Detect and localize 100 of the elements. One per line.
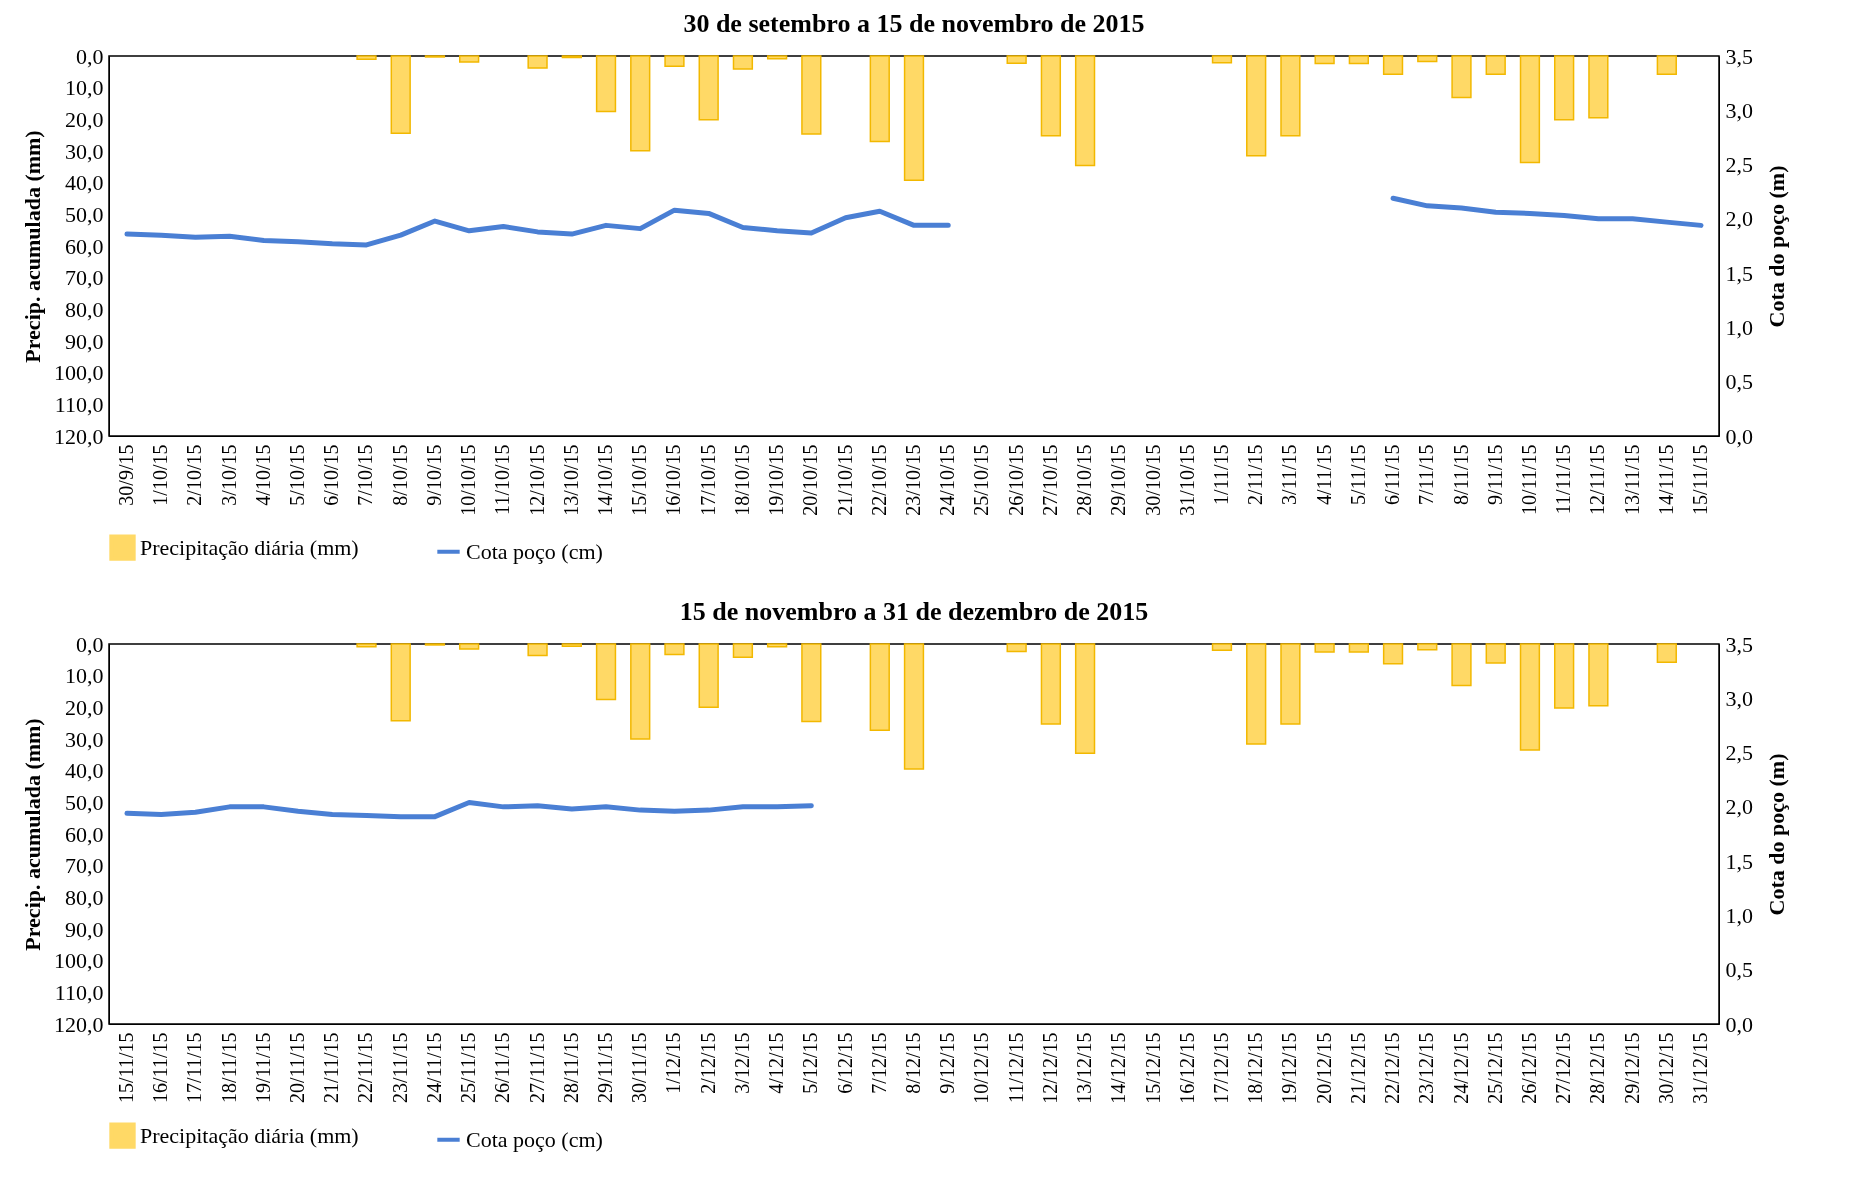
x-tick-label: 30/11/15 [628,1032,651,1103]
bar [664,55,685,67]
chart-title: 30 de setembro a 15 de novembro de 2015 [683,9,1145,38]
x-tick-label: 3/10/15 [217,444,240,506]
x-tick-label: 4/12/15 [765,1032,788,1094]
y-tick-label: 80,0 [65,296,104,322]
y-tick-label: 30,0 [65,138,104,164]
x-tick-label: 20/12/15 [1312,1032,1335,1104]
x-tick-label: 27/12/15 [1552,1032,1575,1104]
y-tick-label: 0,0 [76,43,104,69]
bar [1280,643,1301,725]
y2-tick-label: 0,5 [1725,957,1753,983]
bar [1554,55,1575,121]
y-tick-label: 90,0 [65,328,104,354]
bar [630,643,651,740]
bar [1656,643,1677,664]
bar [356,643,377,648]
y-tick-label: 120,0 [54,1011,104,1037]
x-tick-label: 10/10/15 [457,444,480,516]
x-tick-label: 13/10/15 [559,444,582,516]
bar [869,643,890,731]
x-tick-label: 31/12/15 [1689,1032,1712,1104]
x-tick-label: 24/12/15 [1449,1032,1472,1104]
x-tick-label: 22/10/15 [867,444,890,516]
x-tick-label: 7/10/15 [354,444,377,506]
bar [561,643,582,647]
y-tick-label: 30,0 [65,726,104,752]
y2-tick-label: 3,5 [1725,43,1753,69]
x-tick-label: 7/12/15 [867,1032,890,1094]
x-tick-label: 9/10/15 [422,444,445,506]
bar [801,55,822,135]
bar [1006,55,1027,65]
bar [1348,55,1370,65]
y-tick-label: 60,0 [65,821,104,847]
x-tick-label: 10/11/15 [1517,444,1540,515]
bar [1040,643,1062,725]
x-tick-label: 30/9/15 [114,444,137,506]
x-tick-label: 21/12/15 [1346,1032,1369,1104]
bar [1211,55,1233,64]
y-tick-label: 40,0 [65,758,104,784]
bar [1382,643,1404,665]
x-tick-label: 5/12/15 [799,1032,822,1094]
bar [1382,55,1404,76]
bar [1074,55,1096,167]
bar [1554,643,1575,709]
x-tick-label: 29/10/15 [1107,444,1130,516]
bar [630,55,651,152]
x-tick-label: 20/10/15 [799,444,822,516]
x-tick-label: 16/11/15 [149,1032,172,1103]
x-tick-label: 4/10/15 [251,444,274,506]
x-tick-label: 27/10/15 [1038,444,1061,516]
legend-label: Precipitação diária (mm) [140,534,359,560]
x-tick-label: 17/12/15 [1209,1032,1232,1104]
bar [732,55,754,70]
x-tick-label: 2/11/15 [1244,444,1267,505]
x-tick-label: 25/12/15 [1483,1032,1506,1104]
bar [698,643,719,709]
chart-title: 15 de novembro a 31 de dezembro de 2015 [679,597,1149,626]
x-tick-label: 3/12/15 [730,1032,753,1094]
y-tick-label: 10,0 [65,663,104,689]
y-tick-label: 50,0 [65,201,104,227]
x-tick-label: 19/10/15 [765,444,788,516]
x-tick-label: 14/10/15 [594,444,617,516]
x-tick-label: 24/11/15 [422,1032,445,1103]
x-tick-label: 30/12/15 [1654,1032,1677,1104]
x-tick-label: 26/10/15 [1004,444,1027,516]
x-tick-label: 8/12/15 [902,1032,924,1094]
x-tick-label: 24/10/15 [936,444,959,516]
y-tick-label: 10,0 [65,75,104,101]
y2-tick-label: 0,0 [1725,423,1753,449]
bar [1211,643,1233,652]
bar [1006,643,1027,653]
bar [1074,643,1096,754]
x-tick-label: 29/12/15 [1620,1032,1643,1104]
x-tick-label: 19/11/15 [251,1032,274,1103]
x-tick-label: 30/10/15 [1141,444,1164,516]
x-tick-label: 17/10/15 [696,444,719,516]
y-tick-label: 0,0 [76,631,104,657]
y2-tick-label: 3,0 [1725,97,1753,123]
x-tick-label: 21/11/15 [320,1032,343,1103]
bar [1451,643,1472,687]
bar [527,643,548,657]
x-tick-label: 8/11/15 [1449,444,1472,505]
y2-tick-label: 1,0 [1725,902,1753,928]
x-tick-label: 13/12/15 [1073,1032,1096,1104]
x-tick-label: 1/12/15 [662,1032,685,1094]
bar [903,643,925,770]
x-tick-label: 25/10/15 [970,444,993,516]
x-tick-label: 20/11/15 [286,1032,309,1103]
bar [1485,55,1506,76]
x-tick-label: 1/10/15 [149,444,172,506]
y-tick-label: 40,0 [65,170,104,196]
bar [595,643,617,701]
x-tick-label: 19/12/15 [1278,1032,1301,1104]
x-tick-label: 26/11/15 [491,1032,514,1103]
y2-tick-label: 2,0 [1725,206,1753,232]
bar [1246,643,1267,745]
legend-label: Precipitação diária (mm) [140,1122,359,1148]
y2-axis-title: Cota do poço (m) [1764,165,1789,328]
x-tick-label: 15/10/15 [628,444,651,516]
